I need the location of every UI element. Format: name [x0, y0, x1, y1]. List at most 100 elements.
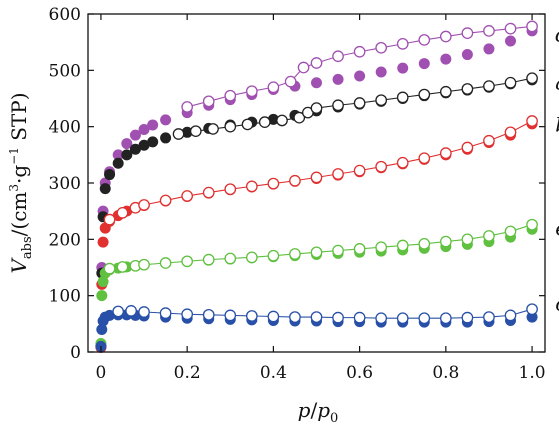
desorption-point-a — [504, 76, 517, 89]
x-axis-title: p/p0 — [298, 398, 339, 426]
x-axis-title-main: p — [298, 398, 311, 422]
desorption-point-e — [138, 258, 150, 271]
desorption-point-e — [396, 239, 409, 252]
desorption-point-b — [418, 152, 431, 165]
desorption-point-d — [526, 20, 538, 33]
y-tick-label: 0 — [70, 343, 81, 363]
x-tick-label: 0.2 — [174, 363, 201, 383]
desorption-point-e — [526, 218, 538, 231]
desorption-point-a — [396, 91, 409, 104]
series-a — [95, 72, 538, 352]
desorption-point-d — [353, 45, 366, 58]
desorption-point-c — [418, 312, 431, 325]
desorption-point-e — [375, 241, 388, 254]
y-tick-label: 200 — [49, 230, 81, 250]
x-tick-label: 0.8 — [432, 363, 459, 383]
y-axis-title-main: V — [7, 257, 31, 274]
desorption-point-c — [353, 311, 366, 324]
desorption-point-a — [172, 128, 185, 140]
y-axis-title-sup-2: −1 — [7, 147, 21, 165]
x-axis-title-denominator: p — [317, 398, 330, 422]
desorption-point-e — [245, 251, 258, 264]
y-axis-title-unit-1: /(cm — [7, 192, 31, 237]
desorption-point-c — [267, 310, 280, 323]
desorption-point-c — [504, 309, 517, 322]
desorption-point-d — [267, 81, 280, 94]
y-axis-title-sup: 3 — [7, 184, 21, 192]
adsorption-point-a — [147, 136, 159, 148]
desorption-point-e — [461, 233, 474, 246]
desorption-point-c — [289, 311, 301, 323]
desorption-point-a — [258, 116, 271, 129]
desorption-point-b — [202, 186, 215, 199]
desorption-point-c — [461, 311, 474, 324]
desorption-point-c — [125, 305, 137, 317]
desorption-point-c — [245, 310, 258, 322]
desorption-point-b — [289, 174, 301, 187]
desorption-point-c — [159, 307, 172, 319]
adsorption-point-d — [129, 129, 141, 141]
adsorption-point-d — [418, 58, 430, 70]
desorption-point-a — [439, 85, 452, 98]
desorption-point-e — [181, 255, 194, 268]
desorption-point-a — [276, 114, 288, 127]
desorption-point-d — [418, 34, 431, 46]
desorption-point-b — [224, 183, 237, 196]
adsorption-point-a — [112, 157, 124, 169]
desorption-point-c — [439, 312, 452, 325]
desorption-point-c — [526, 303, 538, 316]
adsorption-point-d — [138, 123, 150, 135]
desorption-point-a — [353, 97, 366, 109]
desorption-point-e — [267, 249, 280, 262]
desorption-point-d — [202, 95, 215, 108]
desorption-point-a — [293, 111, 306, 124]
desorption-point-a — [332, 99, 344, 112]
data-marks — [95, 20, 538, 353]
desorption-point-a — [241, 118, 254, 131]
desorption-point-d — [224, 89, 237, 102]
desorption-point-b — [396, 156, 409, 169]
desorption-point-a — [483, 80, 495, 92]
series-label-d: d — [555, 22, 559, 46]
desorption-point-e — [418, 237, 431, 250]
adsorption-point-d — [440, 53, 452, 65]
axis-ticks: 0 0.2 0.4 0.6 0.8 1.0 0 100 200 300 400 500 600 — [49, 5, 546, 383]
desorption-point-d — [396, 38, 409, 50]
y-tick-label: 100 — [49, 287, 81, 307]
y-axis-title-unit-3: STP) — [7, 92, 31, 147]
desorption-point-a — [461, 83, 474, 95]
desorption-point-b — [159, 194, 172, 207]
x-axis-title-slash: / — [310, 398, 317, 422]
desorption-point-b — [439, 147, 452, 159]
desorption-point-e — [439, 235, 452, 248]
x-axis-title-sub: 0 — [330, 411, 338, 426]
desorption-point-b — [526, 115, 538, 127]
y-axis-title: Vabs/(cm3·g−1 STP) — [7, 92, 35, 273]
desorption-point-d — [297, 61, 310, 74]
desorption-point-c — [332, 311, 344, 324]
desorption-point-b — [138, 199, 150, 211]
desorption-point-e — [310, 246, 323, 259]
series-b — [95, 115, 538, 353]
desorption-point-a — [310, 102, 323, 114]
desorption-point-b — [103, 213, 116, 226]
desorption-point-b — [461, 141, 474, 154]
adsorption-point-a — [160, 132, 172, 144]
x-tick-label: 1.0 — [519, 363, 546, 383]
desorption-point-d — [461, 27, 474, 40]
desorption-point-e — [224, 252, 237, 265]
adsorption-point-d — [147, 119, 159, 131]
series-label-c: c — [555, 292, 559, 316]
desorption-point-b — [332, 168, 344, 180]
desorption-point-d — [332, 50, 344, 63]
desorption-point-a — [189, 125, 202, 138]
desorption-point-e — [353, 243, 366, 255]
adsorption-point-b — [97, 236, 109, 248]
adsorption-point-d — [505, 35, 517, 47]
y-axis-title-unit-2: ·g — [7, 165, 31, 184]
desorption-point-c — [202, 308, 215, 321]
adsorption-point-d — [121, 138, 133, 150]
desorption-point-a — [375, 94, 388, 107]
desorption-point-b — [245, 180, 258, 193]
